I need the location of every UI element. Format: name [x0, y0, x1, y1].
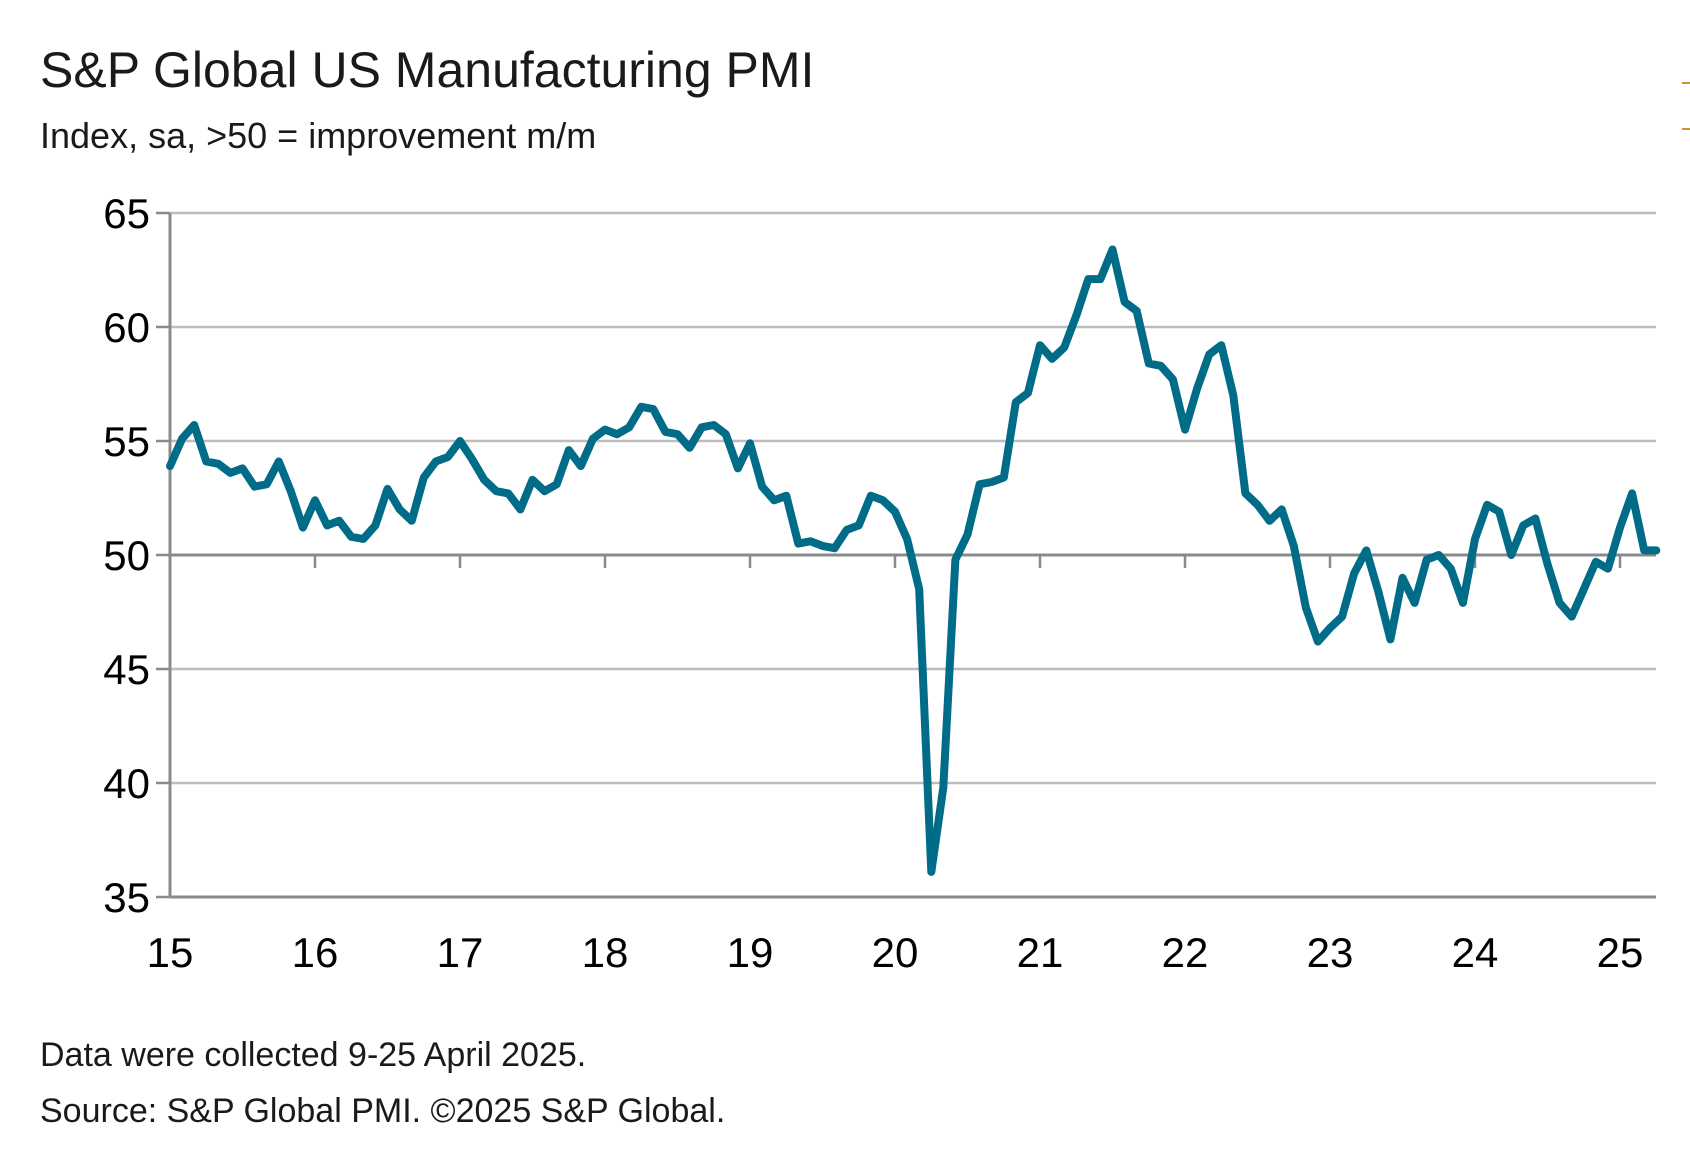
corner-mark-top	[1682, 82, 1690, 84]
x-tick-label-22: 22	[1162, 929, 1209, 976]
x-tick-label-23: 23	[1307, 929, 1354, 976]
x-tick-label-15: 15	[147, 929, 194, 976]
x-tick-label-24: 24	[1452, 929, 1499, 976]
x-tick-label-20: 20	[872, 929, 919, 976]
x-tick-label-17: 17	[437, 929, 484, 976]
x-tick-label-19: 19	[727, 929, 774, 976]
chart-subtitle: Index, sa, >50 = improvement m/m	[40, 115, 597, 156]
y-tick-label-65: 65	[103, 190, 150, 237]
chart-title: S&P Global US Manufacturing PMI	[40, 42, 815, 98]
source-note: Source: S&P Global PMI. ©2025 S&P Global…	[40, 1092, 726, 1130]
y-tick-label-50: 50	[103, 532, 150, 579]
y-tick-label-60: 60	[103, 304, 150, 351]
x-tick-label-21: 21	[1017, 929, 1064, 976]
y-tick-label-45: 45	[103, 646, 150, 693]
x-tick-label-18: 18	[582, 929, 629, 976]
x-axis-ticks: 15 16 17 18 19 20 21 22 23 24 25	[147, 555, 1644, 976]
series-group	[166, 245, 1661, 876]
y-tick-label-40: 40	[103, 760, 150, 807]
grid-lines	[170, 211, 1656, 785]
data-collection-note: Data were collected 9-25 April 2025.	[40, 1036, 587, 1074]
x-tick-label-25: 25	[1597, 929, 1644, 976]
y-tick-label-55: 55	[103, 418, 150, 465]
series-line-pmi	[166, 245, 1661, 876]
y-axis-ticks: 65 60 55 50 45 40 35	[103, 190, 170, 921]
corner-mark-bottom	[1682, 128, 1690, 130]
y-tick-label-35: 35	[103, 874, 150, 921]
x-tick-label-16: 16	[292, 929, 339, 976]
